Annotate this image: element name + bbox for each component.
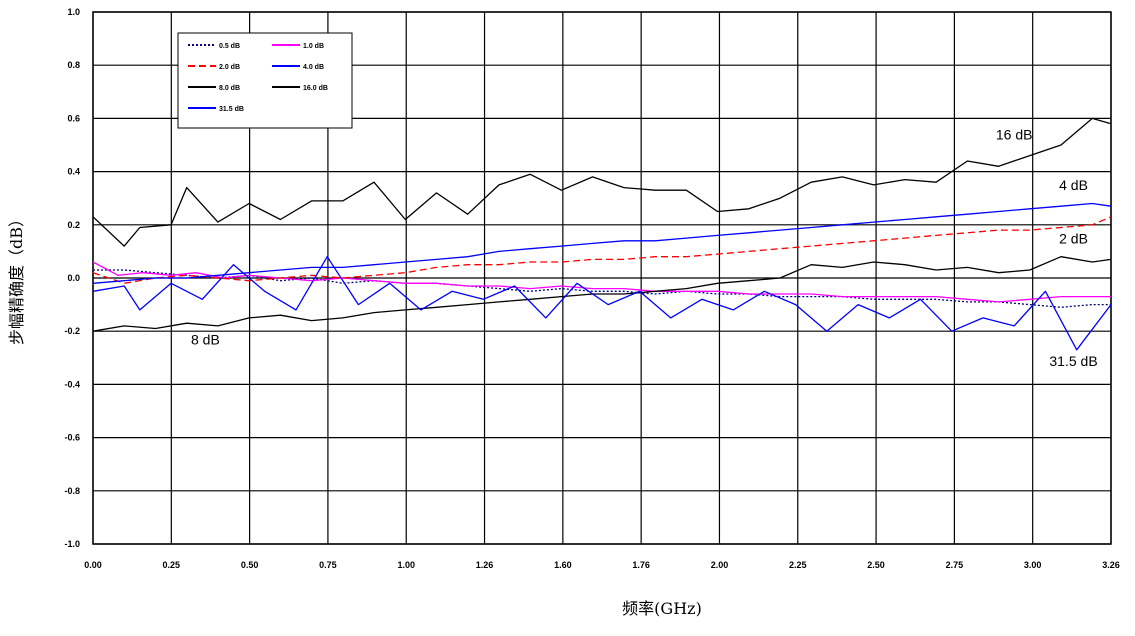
- series-line-2: [92, 261, 1111, 303]
- legend-label: 4.0 dB: [303, 64, 324, 71]
- annotation-label: 16 dB: [996, 127, 1033, 143]
- series-line-3: [92, 216, 1112, 284]
- y-tick-label: -0.8: [64, 486, 80, 496]
- x-tick-label: 2.25: [789, 560, 807, 570]
- annotation-label: 2 dB: [1059, 230, 1088, 246]
- legend-label: 2.0 dB: [219, 64, 240, 71]
- y-tick-label: -0.6: [64, 433, 80, 443]
- x-tick-label: 0.25: [163, 560, 181, 570]
- series-line-7: [92, 256, 1112, 351]
- legend-label: 31.5 dB: [219, 106, 244, 113]
- y-tick-label: 0.0: [67, 273, 80, 283]
- annotation-label: 8 dB: [191, 332, 220, 348]
- y-tick-label: 1.0: [67, 7, 80, 17]
- x-tick-label: 0.00: [84, 560, 102, 570]
- x-tick-label: 2.00: [711, 560, 729, 570]
- x-tick-label: 1.60: [554, 560, 572, 570]
- series-line-6: [92, 117, 1112, 247]
- series-line-5: [92, 256, 1112, 332]
- y-tick-label: -0.4: [64, 379, 80, 389]
- legend-label: 16.0 dB: [303, 85, 328, 92]
- legend-label: 1.0 dB: [303, 43, 324, 50]
- x-tick-label: 0.75: [319, 560, 337, 570]
- legend-label: 8.0 dB: [219, 85, 240, 92]
- y-tick-label: 0.4: [67, 167, 80, 177]
- y-tick-label: 0.6: [67, 113, 80, 123]
- annotation-label: 31.5 dB: [1049, 353, 1097, 369]
- x-axis-label: 频率(GHz): [622, 599, 702, 618]
- x-tick-label: 1.76: [632, 560, 650, 570]
- grid-lines: [92, 11, 1112, 545]
- series-line-4: [92, 202, 1112, 284]
- x-tick-label: 0.50: [241, 560, 259, 570]
- series-line-1: [93, 269, 1111, 308]
- x-tick-labels: 0.00 0.25 0.50 0.75 1.00 1.26 1.60 1.76 2.00 2.25…: [84, 560, 1120, 570]
- x-tick-label: 2.75: [946, 560, 964, 570]
- plot-frame: [92, 11, 1112, 545]
- legend-box: [177, 32, 353, 129]
- legend: 0.5 dB 1.0 dB 2.0 dB 4.0 dB 8.0 dB 16.0 dB 31.…: [177, 32, 353, 129]
- y-tick-label: 0.2: [67, 220, 80, 230]
- legend-label: 0.5 dB: [219, 43, 240, 50]
- y-axis-label: 步幅精确度（dB）: [7, 211, 26, 345]
- x-tick-label: 3.26: [1102, 560, 1120, 570]
- x-tick-label: 1.26: [476, 560, 494, 570]
- annotation-label: 4 dB: [1059, 177, 1088, 193]
- x-tick-label: 2.50: [867, 560, 885, 570]
- y-tick-label: 0.8: [67, 60, 80, 70]
- y-tick-labels: 1.0 0.8 0.6 0.4 0.2 0.0 -0.2 -0.4 -0.6 -0.8 -1.0: [64, 7, 80, 549]
- series-lines: [92, 117, 1112, 351]
- y-tick-label: -1.0: [64, 539, 80, 549]
- x-tick-label: 1.00: [397, 560, 415, 570]
- y-tick-label: -0.2: [64, 326, 80, 336]
- annotations: 16 dB 4 dB 2 dB 8 dB 31.5 dB: [191, 127, 1098, 369]
- x-tick-label: 3.00: [1024, 560, 1042, 570]
